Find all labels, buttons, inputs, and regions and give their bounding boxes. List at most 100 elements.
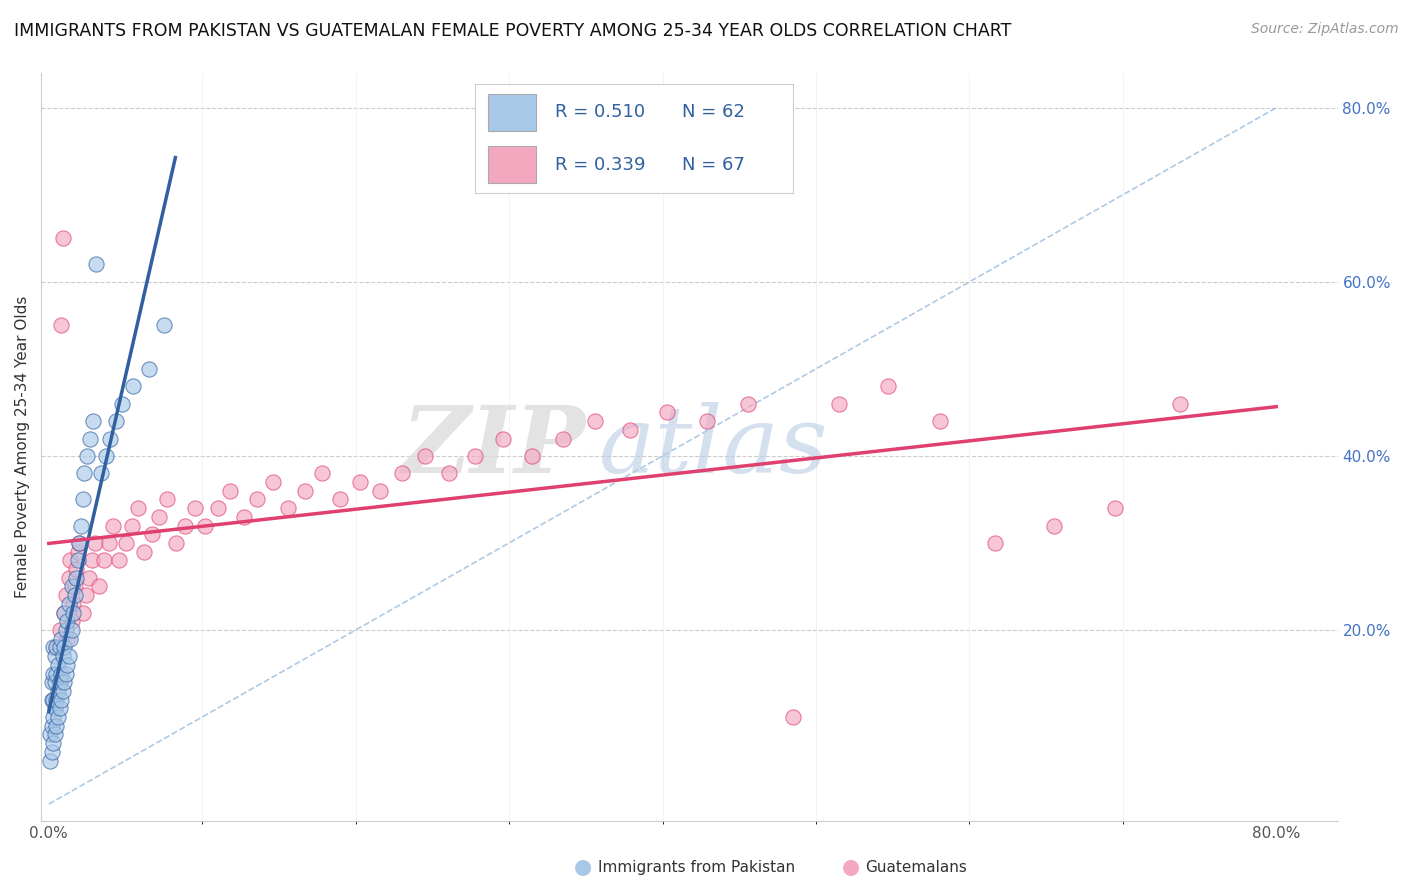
Point (246, 492, 269, 507)
Point (48, 623, 70, 637)
Point (132, 544, 155, 558)
Point (53, 606, 76, 620)
Point (52, 684, 75, 698)
Point (114, 536, 136, 550)
Point (53, 640, 76, 655)
Point (153, 318, 176, 333)
Point (72, 492, 94, 507)
Point (122, 379, 145, 393)
Point (45, 666, 67, 681)
Point (41, 675, 63, 690)
Point (62, 597, 84, 611)
Point (42, 710, 65, 724)
Point (56, 615, 79, 629)
Point (111, 397, 134, 411)
Point (655, 405, 678, 419)
Point (53, 675, 76, 690)
Point (44, 675, 66, 690)
Point (619, 423, 641, 437)
Point (76, 449, 98, 463)
Point (277, 501, 299, 516)
Point (39, 727, 62, 741)
Point (42, 692, 65, 706)
Point (520, 449, 543, 463)
Point (294, 483, 316, 498)
Point (69, 536, 91, 550)
Point (696, 414, 718, 428)
Point (83, 536, 105, 550)
Point (60, 623, 83, 637)
Point (439, 467, 461, 481)
Point (59, 632, 82, 646)
Point (58, 597, 80, 611)
Text: ●: ● (575, 857, 592, 877)
Point (41, 745, 63, 759)
Point (262, 475, 284, 489)
Point (311, 467, 333, 481)
Point (218, 483, 240, 498)
Point (55, 588, 77, 602)
Point (207, 501, 229, 516)
Point (464, 449, 486, 463)
Point (42, 736, 65, 750)
Point (103, 518, 125, 533)
Point (48, 675, 70, 690)
Point (368, 483, 391, 498)
Point (156, 492, 179, 507)
Point (49, 318, 72, 333)
Text: Guatemalans: Guatemalans (865, 860, 966, 874)
Point (46, 710, 69, 724)
Point (108, 553, 131, 567)
Point (75, 588, 97, 602)
Point (349, 475, 371, 489)
Point (583, 414, 606, 428)
Point (232, 509, 254, 524)
Point (737, 397, 759, 411)
Text: ●: ● (842, 857, 859, 877)
Point (41, 692, 63, 706)
Point (49, 666, 72, 681)
Point (65, 571, 87, 585)
Point (52, 231, 75, 245)
Point (45, 719, 67, 733)
Point (45, 640, 67, 655)
Point (55, 666, 77, 681)
Point (174, 518, 197, 533)
Point (984, 536, 1007, 550)
Point (46, 657, 69, 672)
Point (44, 727, 66, 741)
Point (44, 649, 66, 664)
Point (66, 544, 89, 558)
Point (70, 518, 93, 533)
Text: atlas: atlas (599, 402, 828, 492)
Point (141, 527, 163, 541)
Text: ZIP: ZIP (401, 402, 586, 492)
Point (48, 640, 70, 655)
Point (53, 606, 76, 620)
Point (79, 432, 101, 446)
Point (44, 701, 66, 715)
Point (58, 649, 80, 664)
Point (65, 562, 87, 576)
Point (138, 362, 160, 376)
Point (329, 492, 352, 507)
Point (77, 571, 100, 585)
Point (45, 640, 67, 655)
Point (39, 754, 62, 768)
Point (63, 579, 86, 593)
Point (98, 432, 121, 446)
Point (52, 649, 75, 664)
Point (62, 606, 84, 620)
Point (73, 467, 96, 481)
Point (72, 606, 94, 620)
Point (194, 518, 217, 533)
Point (41, 719, 63, 733)
Text: Source: ZipAtlas.com: Source: ZipAtlas.com (1251, 22, 1399, 37)
Point (55, 623, 77, 637)
Point (63, 588, 86, 602)
Point (391, 467, 413, 481)
Point (82, 414, 104, 428)
Point (42, 640, 65, 655)
Point (782, 710, 804, 724)
Point (413, 449, 436, 463)
